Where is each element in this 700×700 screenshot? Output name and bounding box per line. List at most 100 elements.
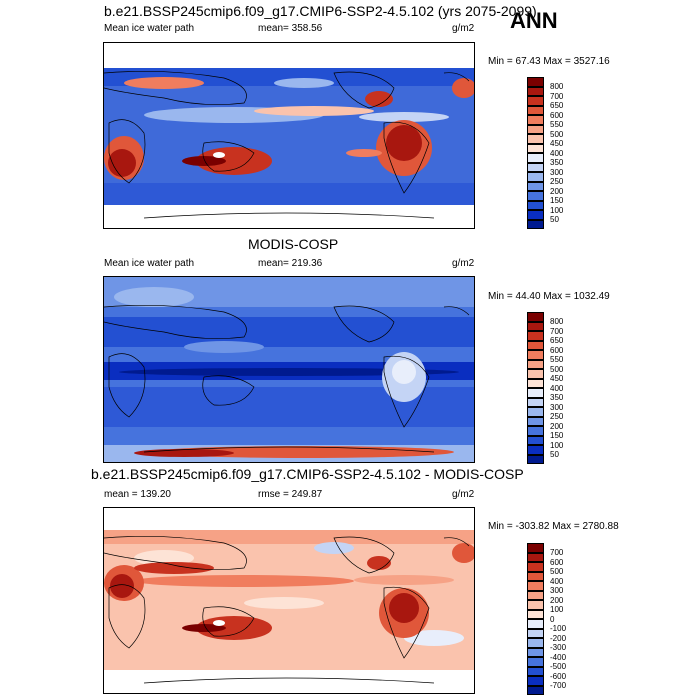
colorbar-swatch (527, 77, 544, 87)
colorbar-tick-label: 150 (550, 431, 564, 440)
colorbar-swatch (527, 378, 544, 388)
mean-label: mean= 219.36 (258, 258, 323, 269)
colorbar-tick-label: 100 (550, 205, 564, 215)
units-label: g/m2 (452, 258, 475, 269)
colorbar: 700 600 500 400 300 200 100 0 -100 -200 … (527, 543, 587, 695)
colorbar-swatch (527, 619, 544, 629)
colorbar-swatch (527, 676, 544, 686)
colorbar-swatch (527, 134, 544, 144)
colorbar-tick-label: 350 (550, 393, 564, 402)
colorbar-tick-label: -600 (550, 671, 567, 681)
colorbar-swatch (527, 543, 544, 553)
colorbar-swatch (527, 172, 544, 182)
colorbar-swatch (527, 397, 544, 407)
colorbar-swatch (527, 124, 544, 134)
mean-label: mean= 358.56 (258, 23, 323, 34)
variable-label: Mean ice water path (104, 258, 195, 269)
colorbar-tick-label: 600 (550, 345, 564, 355)
colorbar-tick-label: 250 (550, 177, 564, 186)
colorbar-swatch (527, 647, 544, 657)
colorbar-tick-label: 300 (550, 167, 564, 177)
colorbar-swatch (527, 609, 544, 619)
colorbar-swatch (527, 552, 544, 562)
colorbar-swatch (527, 105, 544, 115)
units-label: g/m2 (452, 489, 475, 500)
colorbar-tick-label: 200 (550, 421, 564, 431)
colorbar-tick-label: 150 (550, 196, 564, 205)
panel-title: MODIS-COSP (248, 236, 339, 252)
colorbar-swatch (527, 369, 544, 379)
colorbar-swatch (527, 331, 544, 341)
colorbar-swatch (527, 388, 544, 398)
map-plot (103, 507, 475, 694)
colorbar-swatch (527, 685, 544, 695)
units-label: g/m2 (452, 23, 475, 34)
colorbar-swatch (527, 219, 544, 229)
colorbar-swatch (527, 638, 544, 648)
colorbar-swatch (527, 435, 544, 445)
colorbar-swatch (527, 86, 544, 96)
colorbar-tick-label: 300 (550, 586, 564, 595)
colorbar-tick-label: 50 (550, 215, 559, 224)
colorbar: 800 700 650 600 550 500 450 400 350 300 … (527, 312, 587, 464)
colorbar-tick-label: -400 (550, 652, 567, 662)
colorbar-swatch (527, 96, 544, 106)
season-label: ANN (510, 8, 558, 33)
colorbar-swatch (527, 416, 544, 426)
colorbar-swatch (527, 628, 544, 638)
colorbar-swatch (527, 426, 544, 436)
colorbar-swatch (527, 350, 544, 360)
colorbar-swatch (527, 191, 544, 201)
colorbar-tick-label: 450 (550, 374, 564, 383)
colorbar-swatch (527, 321, 544, 331)
colorbar-tick-label: 400 (550, 576, 564, 586)
colorbar-tick-label: 500 (550, 364, 564, 374)
colorbar-tick-label: 700 (550, 91, 564, 101)
map-plot (103, 276, 475, 463)
colorbar-swatch (527, 359, 544, 369)
colorbar-tick-label: 50 (550, 450, 559, 459)
colorbar-tick-label: 500 (550, 567, 564, 576)
rmse-label: rmse = 249.87 (258, 489, 323, 500)
colorbar-swatch (527, 181, 544, 191)
colorbar-swatch (527, 210, 544, 220)
colorbar-tick-label: 200 (550, 595, 564, 605)
colorbar-tick-label: 550 (550, 355, 564, 364)
colorbar-tick-label: 200 (550, 186, 564, 196)
colorbar-tick-label: 500 (550, 129, 564, 139)
colorbar-swatch (527, 200, 544, 210)
colorbar-tick-label: 0 (550, 614, 555, 624)
colorbar-tick-label: 700 (550, 548, 564, 557)
colorbar-tick-label: 650 (550, 101, 564, 110)
colorbar-tick-label: 100 (550, 440, 564, 450)
colorbar-swatch (527, 153, 544, 163)
colorbar-swatch (527, 143, 544, 153)
colorbar-tick-label: 350 (550, 158, 564, 167)
colorbar-tick-label: -500 (550, 662, 567, 671)
colorbar-swatch (527, 571, 544, 581)
colorbar-tick-label: 400 (550, 383, 564, 393)
colorbar-swatch (527, 115, 544, 125)
map-field (104, 43, 474, 228)
colorbar-swatch (527, 445, 544, 455)
map-field (104, 277, 474, 462)
colorbar-swatch (527, 407, 544, 417)
map-plot (103, 42, 475, 229)
colorbar-swatch (527, 454, 544, 464)
colorbar-swatch (527, 657, 544, 667)
colorbar-tick-label: 550 (550, 120, 564, 129)
variable-label: Mean ice water path (104, 23, 195, 34)
colorbar-tick-label: 800 (550, 317, 564, 326)
colorbar-tick-label: 700 (550, 326, 564, 336)
colorbar-tick-label: 600 (550, 557, 564, 567)
minmax-label: Min = 44.40 Max = 1032.49 (488, 291, 610, 302)
colorbar-tick-label: 600 (550, 110, 564, 120)
colorbar-swatch (527, 312, 544, 322)
colorbar-tick-label: -200 (550, 633, 567, 643)
colorbar-tick-label: -300 (550, 643, 567, 652)
colorbar-swatch (527, 162, 544, 172)
colorbar-tick-label: 450 (550, 139, 564, 148)
map-field (104, 508, 474, 693)
colorbar-tick-label: 100 (550, 605, 564, 614)
colorbar: 800 700 650 600 550 500 450 400 350 300 … (527, 77, 587, 229)
